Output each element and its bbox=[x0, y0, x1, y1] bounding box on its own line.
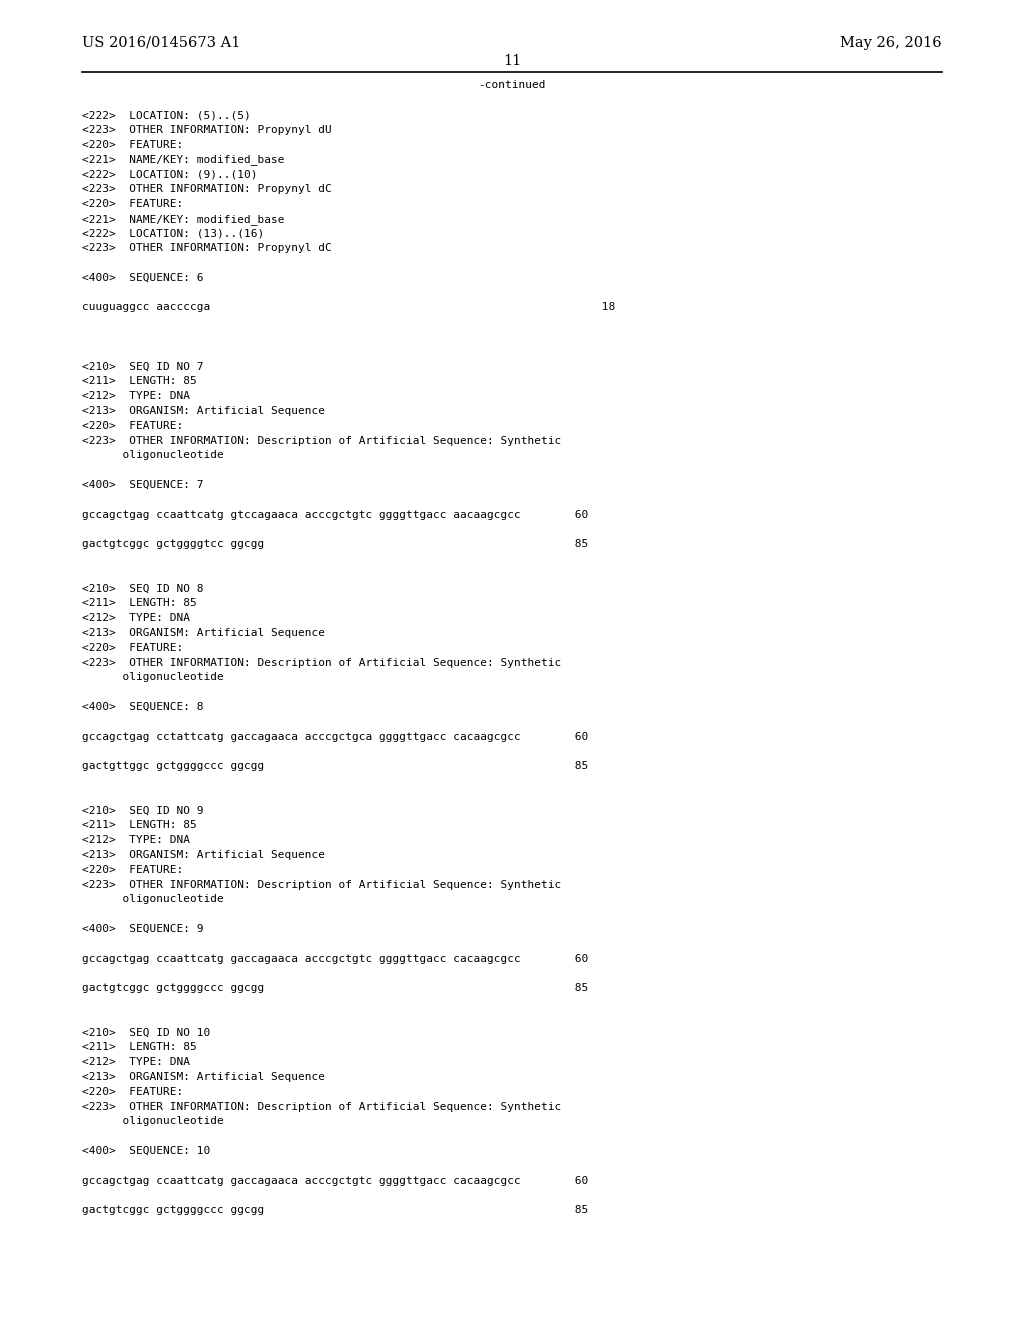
Text: <221>  NAME/KEY: modified_base: <221> NAME/KEY: modified_base bbox=[82, 214, 285, 224]
Text: <221>  NAME/KEY: modified_base: <221> NAME/KEY: modified_base bbox=[82, 154, 285, 165]
Text: <220>  FEATURE:: <220> FEATURE: bbox=[82, 865, 183, 875]
Text: <220>  FEATURE:: <220> FEATURE: bbox=[82, 140, 183, 149]
Text: <220>  FEATURE:: <220> FEATURE: bbox=[82, 1086, 183, 1097]
Text: <220>  FEATURE:: <220> FEATURE: bbox=[82, 643, 183, 653]
Text: gccagctgag cctattcatg gaccagaaca acccgctgca ggggttgacc cacaagcgcc        60: gccagctgag cctattcatg gaccagaaca acccgct… bbox=[82, 731, 588, 742]
Text: <210>  SEQ ID NO 8: <210> SEQ ID NO 8 bbox=[82, 583, 204, 594]
Text: gactgtcggc gctggggccc ggcgg                                              85: gactgtcggc gctggggccc ggcgg 85 bbox=[82, 983, 588, 993]
Text: gactgtcggc gctggggtcc ggcgg                                              85: gactgtcggc gctggggtcc ggcgg 85 bbox=[82, 539, 588, 549]
Text: gccagctgag ccaattcatg gaccagaaca acccgctgtc ggggttgacc cacaagcgcc        60: gccagctgag ccaattcatg gaccagaaca acccgct… bbox=[82, 953, 588, 964]
Text: <211>  LENGTH: 85: <211> LENGTH: 85 bbox=[82, 821, 197, 830]
Text: <222>  LOCATION: (13)..(16): <222> LOCATION: (13)..(16) bbox=[82, 228, 264, 239]
Text: <213>  ORGANISM: Artificial Sequence: <213> ORGANISM: Artificial Sequence bbox=[82, 407, 325, 416]
Text: <400>  SEQUENCE: 6: <400> SEQUENCE: 6 bbox=[82, 273, 204, 282]
Text: <210>  SEQ ID NO 7: <210> SEQ ID NO 7 bbox=[82, 362, 204, 372]
Text: cuuguaggcc aaccccga                                                          18: cuuguaggcc aaccccga 18 bbox=[82, 302, 615, 313]
Text: <220>  FEATURE:: <220> FEATURE: bbox=[82, 421, 183, 430]
Text: <212>  TYPE: DNA: <212> TYPE: DNA bbox=[82, 391, 190, 401]
Text: <400>  SEQUENCE: 9: <400> SEQUENCE: 9 bbox=[82, 924, 204, 935]
Text: <223>  OTHER INFORMATION: Propynyl dC: <223> OTHER INFORMATION: Propynyl dC bbox=[82, 243, 332, 253]
Text: <220>  FEATURE:: <220> FEATURE: bbox=[82, 199, 183, 209]
Text: <213>  ORGANISM: Artificial Sequence: <213> ORGANISM: Artificial Sequence bbox=[82, 850, 325, 861]
Text: oligonucleotide: oligonucleotide bbox=[82, 672, 224, 682]
Text: <223>  OTHER INFORMATION: Description of Artificial Sequence: Synthetic: <223> OTHER INFORMATION: Description of … bbox=[82, 436, 561, 446]
Text: <212>  TYPE: DNA: <212> TYPE: DNA bbox=[82, 1057, 190, 1067]
Text: <223>  OTHER INFORMATION: Propynyl dC: <223> OTHER INFORMATION: Propynyl dC bbox=[82, 183, 332, 194]
Text: <400>  SEQUENCE: 8: <400> SEQUENCE: 8 bbox=[82, 702, 204, 711]
Text: <222>  LOCATION: (9)..(10): <222> LOCATION: (9)..(10) bbox=[82, 169, 257, 180]
Text: May 26, 2016: May 26, 2016 bbox=[841, 36, 942, 50]
Text: <223>  OTHER INFORMATION: Description of Artificial Sequence: Synthetic: <223> OTHER INFORMATION: Description of … bbox=[82, 879, 561, 890]
Text: -continued: -continued bbox=[478, 81, 546, 90]
Text: <223>  OTHER INFORMATION: Description of Artificial Sequence: Synthetic: <223> OTHER INFORMATION: Description of … bbox=[82, 657, 561, 668]
Text: <400>  SEQUENCE: 10: <400> SEQUENCE: 10 bbox=[82, 1146, 210, 1156]
Text: gccagctgag ccaattcatg gtccagaaca acccgctgtc ggggttgacc aacaagcgcc        60: gccagctgag ccaattcatg gtccagaaca acccgct… bbox=[82, 510, 588, 520]
Text: oligonucleotide: oligonucleotide bbox=[82, 895, 224, 904]
Text: <211>  LENGTH: 85: <211> LENGTH: 85 bbox=[82, 376, 197, 387]
Text: <223>  OTHER INFORMATION: Description of Artificial Sequence: Synthetic: <223> OTHER INFORMATION: Description of … bbox=[82, 1102, 561, 1111]
Text: <213>  ORGANISM: Artificial Sequence: <213> ORGANISM: Artificial Sequence bbox=[82, 1072, 325, 1082]
Text: <213>  ORGANISM: Artificial Sequence: <213> ORGANISM: Artificial Sequence bbox=[82, 628, 325, 638]
Text: oligonucleotide: oligonucleotide bbox=[82, 1117, 224, 1126]
Text: <210>  SEQ ID NO 10: <210> SEQ ID NO 10 bbox=[82, 1027, 210, 1038]
Text: <212>  TYPE: DNA: <212> TYPE: DNA bbox=[82, 614, 190, 623]
Text: <211>  LENGTH: 85: <211> LENGTH: 85 bbox=[82, 1043, 197, 1052]
Text: <222>  LOCATION: (5)..(5): <222> LOCATION: (5)..(5) bbox=[82, 110, 251, 120]
Text: gactgtcggc gctggggccc ggcgg                                              85: gactgtcggc gctggggccc ggcgg 85 bbox=[82, 1205, 588, 1216]
Text: <223>  OTHER INFORMATION: Propynyl dU: <223> OTHER INFORMATION: Propynyl dU bbox=[82, 125, 332, 135]
Text: 11: 11 bbox=[503, 54, 521, 69]
Text: <400>  SEQUENCE: 7: <400> SEQUENCE: 7 bbox=[82, 480, 204, 490]
Text: <210>  SEQ ID NO 9: <210> SEQ ID NO 9 bbox=[82, 805, 204, 816]
Text: US 2016/0145673 A1: US 2016/0145673 A1 bbox=[82, 36, 241, 50]
Text: <212>  TYPE: DNA: <212> TYPE: DNA bbox=[82, 836, 190, 845]
Text: oligonucleotide: oligonucleotide bbox=[82, 450, 224, 461]
Text: gccagctgag ccaattcatg gaccagaaca acccgctgtc ggggttgacc cacaagcgcc        60: gccagctgag ccaattcatg gaccagaaca acccgct… bbox=[82, 1176, 588, 1185]
Text: <211>  LENGTH: 85: <211> LENGTH: 85 bbox=[82, 598, 197, 609]
Text: gactgttggc gctggggccc ggcgg                                              85: gactgttggc gctggggccc ggcgg 85 bbox=[82, 762, 588, 771]
